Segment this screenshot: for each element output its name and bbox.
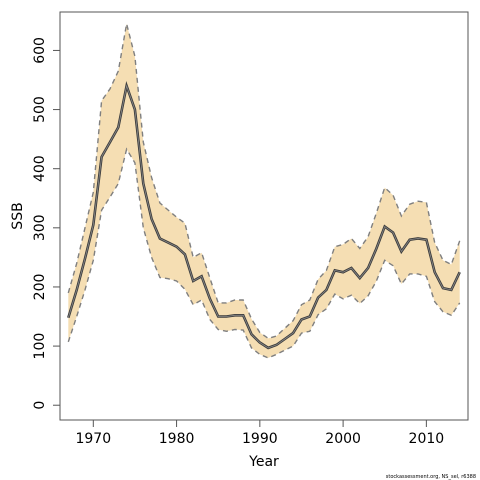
lower-bound-line [67,147,461,359]
y-tick-label: 200 [32,274,48,301]
estimate-line [67,84,461,349]
y-tick-label: 300 [32,214,48,241]
y-tick-label: 600 [32,37,48,64]
y-tick-label: 500 [32,96,48,123]
y-tick-label: 400 [32,155,48,182]
x-axis-title: Year [248,454,279,470]
y-tick-label: 0 [32,401,48,410]
y-tick-label: 100 [32,333,48,360]
y-axis: 0 100 200 300 400 500 600 [32,37,60,410]
source-note: stockassessment.org, NS_sel, r6388 [386,474,476,480]
confidence-band [68,23,460,358]
x-tick-label: 1980 [159,431,195,447]
upper-bound-line [67,23,461,340]
x-tick-label: 2010 [409,431,445,447]
x-tick-label: 1970 [75,431,111,447]
x-axis: 1970 1980 1990 2000 2010 [75,420,444,447]
y-axis-title: SSB [10,202,26,229]
x-tick-label: 2000 [325,431,361,447]
x-tick-label: 1990 [242,431,278,447]
plot-frame [59,11,469,421]
